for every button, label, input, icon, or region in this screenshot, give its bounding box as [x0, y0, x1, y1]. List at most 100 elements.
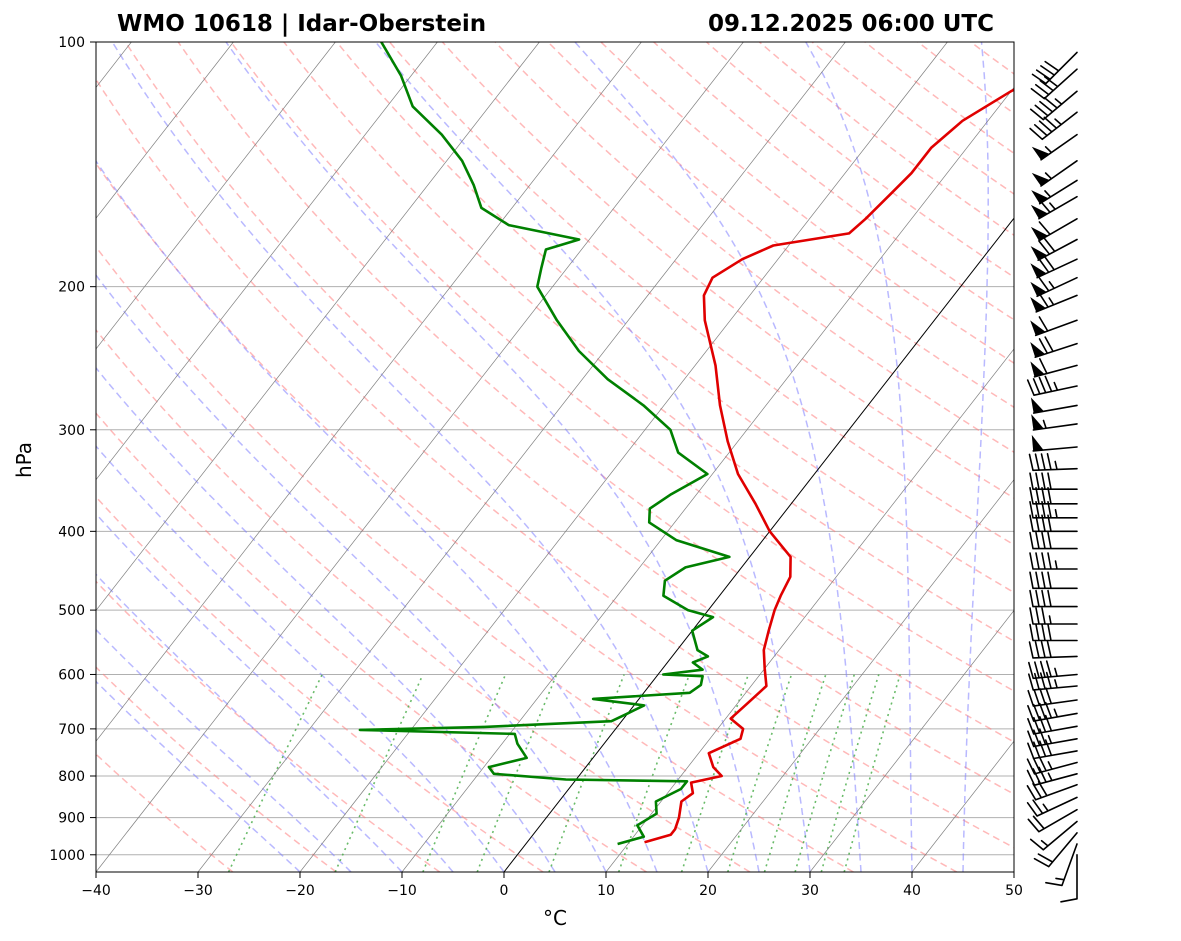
moist-adiabat — [96, 573, 403, 872]
wind-barb — [1029, 487, 1078, 505]
zero-isotherm — [503, 217, 1014, 872]
wind-barb — [1029, 623, 1078, 642]
mixing-ratio-line — [334, 674, 424, 872]
x-axis-label: °C — [543, 906, 567, 930]
wind-barb — [1030, 336, 1078, 358]
dry-adiabat — [124, 42, 1014, 795]
wind-barb — [1030, 276, 1078, 298]
moist-adiabat — [962, 42, 989, 872]
dry-adiabat — [970, 42, 1014, 75]
wind-barb — [1030, 316, 1078, 337]
wind-barb — [1027, 808, 1078, 833]
x-tick-label: −10 — [387, 883, 417, 899]
wind-barb — [1026, 766, 1078, 786]
isotherm-line — [707, 479, 1014, 872]
dry-adiabat — [917, 42, 1014, 115]
wind-barb — [1031, 51, 1078, 85]
wind-barb — [1027, 714, 1078, 735]
wind-barb — [1029, 514, 1078, 533]
x-tick-label: 50 — [1005, 883, 1023, 899]
dry-adiabat — [706, 42, 1014, 279]
moist-adiabat — [96, 273, 607, 872]
moist-adiabat — [96, 680, 301, 872]
wind-barb — [1031, 414, 1078, 431]
dry-adiabat — [600, 42, 1014, 365]
dry-adiabat — [96, 666, 337, 872]
dry-adiabat — [811, 42, 1014, 195]
wind-barb — [1026, 755, 1078, 775]
isotherm-line — [96, 42, 744, 872]
dewpoint-profile — [358, 42, 731, 846]
wind-barb — [1030, 292, 1078, 313]
y-tick-label: 700 — [58, 722, 85, 738]
y-tick-label: 400 — [58, 524, 85, 540]
dry-adiabat — [96, 580, 441, 872]
isotherm-line — [401, 86, 1014, 872]
wind-barb — [1033, 832, 1078, 868]
x-tick-label: −30 — [183, 883, 213, 899]
wind-barb — [1029, 607, 1078, 625]
isotherm-line — [96, 42, 336, 350]
moist-adiabat — [96, 445, 505, 872]
y-tick-label: 800 — [58, 769, 85, 785]
plot-frame — [95, 41, 1015, 873]
wind-barb — [1028, 453, 1078, 472]
moist-adiabat — [805, 42, 913, 872]
wind-barb — [1026, 375, 1078, 396]
chart-title-time: 09.12.2025 06:00 UTC — [708, 11, 994, 37]
chart-title-station: WMO 10618 | Idar-Oberstein — [117, 11, 486, 37]
isotherms — [96, 42, 1014, 872]
wind-barbs — [1026, 51, 1078, 903]
y-tick-label: 1000 — [49, 848, 85, 864]
dry-adiabat — [758, 42, 1014, 237]
isotherm-line — [1013, 871, 1014, 872]
mixing-ratio-line — [476, 674, 558, 872]
wind-barb — [1027, 687, 1078, 707]
wind-barb — [1026, 780, 1078, 801]
wind-barb — [1031, 434, 1078, 452]
dry-adiabat — [177, 42, 1014, 743]
wind-barb — [1060, 854, 1078, 903]
y-tick-label: 300 — [58, 423, 85, 439]
plot-area — [96, 42, 1181, 872]
wind-barb — [1029, 589, 1078, 608]
isotherm-line — [605, 348, 1014, 872]
dry-adiabat — [1024, 42, 1181, 872]
y-tick-label: 600 — [58, 667, 85, 683]
isotherm-line — [299, 42, 948, 872]
isotherm-line — [96, 42, 234, 219]
wind-barb — [1030, 255, 1078, 279]
wind-barb — [1027, 728, 1078, 748]
dry-adiabat — [96, 412, 647, 872]
moist-adiabat — [96, 159, 658, 872]
moist-adiabat — [375, 42, 811, 872]
isotherm-line — [96, 42, 438, 481]
dry-adiabat — [96, 495, 544, 872]
mixing-ratio-line — [680, 674, 750, 872]
mixing-ratio-line — [548, 674, 625, 872]
isotherm-line — [809, 609, 1014, 872]
mixing-ratio-line — [617, 674, 691, 872]
wind-barb — [1045, 843, 1078, 887]
dry-adiabat — [96, 78, 1014, 849]
wind-barb — [1028, 660, 1078, 680]
wind-barb — [1029, 111, 1078, 141]
isotherm-line — [197, 42, 846, 872]
x-tick-label: 40 — [903, 883, 921, 899]
moist-adiabats — [96, 42, 989, 872]
dry-adiabat — [388, 42, 1014, 546]
mixing-ratio-line — [820, 674, 880, 872]
x-tick-label: −40 — [81, 883, 111, 899]
wind-barb — [1030, 218, 1078, 242]
wind-barb — [1029, 90, 1078, 121]
moist-adiabat — [111, 42, 709, 872]
temperature-profile — [644, 88, 1014, 844]
wind-barb — [1028, 671, 1078, 691]
isotherm-line — [96, 42, 540, 612]
wind-barb — [1031, 133, 1078, 161]
wind-barb — [1031, 160, 1078, 187]
dry-adiabat — [96, 245, 854, 872]
mixing-ratio-line — [843, 674, 901, 872]
mixing-ratio-line — [763, 674, 827, 872]
